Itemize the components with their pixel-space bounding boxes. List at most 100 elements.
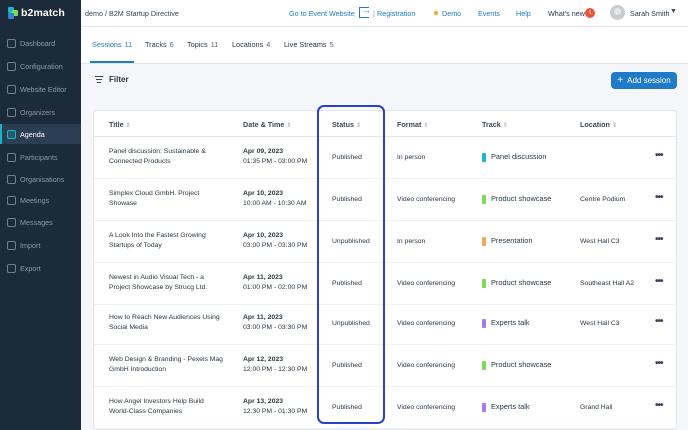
whats-new-badge: 1 bbox=[585, 8, 595, 18]
tab-count: 11 bbox=[124, 40, 133, 49]
sidebar-item-label: Website Editor bbox=[20, 84, 67, 94]
table-row[interactable]: How Angel Investors Help Build World-Cla… bbox=[94, 387, 676, 429]
track-label: Presentation bbox=[491, 236, 533, 245]
tab-tracks[interactable]: Tracks 6 bbox=[145, 40, 174, 49]
sidebar-item-configuration[interactable]: Configuration bbox=[0, 56, 81, 76]
session-date: Apr 10, 2023 bbox=[243, 232, 284, 239]
session-format: Video conferencing bbox=[397, 404, 456, 411]
building-icon bbox=[7, 174, 16, 184]
table-row[interactable]: Simplex Cloud GmbH. Project Showase Apr 1… bbox=[94, 179, 676, 221]
sidebar-item-participants[interactable]: Participants bbox=[0, 147, 81, 167]
track-label: Product showcase bbox=[491, 278, 552, 287]
enter-icon[interactable] bbox=[359, 5, 371, 18]
table-row[interactable]: A Look Into the Fastest Growing Startups… bbox=[94, 221, 676, 263]
sidebar-item-organisations[interactable]: Organisations bbox=[0, 169, 81, 189]
track-label: Experts talk bbox=[491, 318, 530, 327]
sort-icon[interactable]: ⇕ bbox=[125, 123, 131, 129]
sidebar-item-agenda[interactable]: Agenda bbox=[0, 124, 81, 144]
sidebar: b2match Dashboard Configuration Website Ed… bbox=[0, 0, 81, 430]
session-format: Video conferencing bbox=[397, 196, 456, 203]
sidebar-item-organizers[interactable]: Organizers bbox=[0, 102, 81, 122]
table-row[interactable]: How to Reach New Audiences Using Social … bbox=[94, 303, 676, 345]
column-header-track[interactable]: Track ⇕ bbox=[482, 120, 508, 129]
column-header-date-time[interactable]: Date & Time ⇕ bbox=[243, 120, 291, 129]
more-options-icon[interactable]: ••• bbox=[655, 150, 663, 161]
more-options-icon[interactable]: ••• bbox=[655, 192, 663, 203]
demo-link[interactable]: Demo bbox=[442, 9, 462, 18]
sort-icon[interactable]: ⇕ bbox=[502, 123, 508, 129]
help-link[interactable]: Help bbox=[516, 9, 531, 18]
registration-link[interactable]: Registration bbox=[377, 9, 416, 18]
sidebar-item-export[interactable]: Export bbox=[0, 258, 81, 278]
session-time: 01:35 PM - 03:00 PM bbox=[243, 158, 308, 165]
session-time: 12:30 PM - 01:30 PM bbox=[243, 408, 308, 415]
table-row[interactable]: Panel discussion: Sustainable & Connecte… bbox=[94, 137, 676, 179]
session-status: Published bbox=[332, 196, 362, 203]
more-options-icon[interactable]: ••• bbox=[655, 400, 663, 411]
sidebar-item-dashboard[interactable]: Dashboard bbox=[0, 33, 81, 53]
table-row[interactable]: Newest in Audio Visual Tech - a Project … bbox=[94, 263, 676, 305]
session-title[interactable]: Panel discussion: Sustainable & Connecte… bbox=[109, 148, 206, 165]
session-format: Video conferencing bbox=[397, 362, 456, 369]
session-format: In person bbox=[397, 238, 426, 245]
avatar[interactable] bbox=[610, 5, 625, 20]
sort-icon[interactable]: ⇕ bbox=[286, 123, 292, 129]
session-title[interactable]: Simplex Cloud GmbH. Project Showase bbox=[109, 190, 200, 207]
column-header-status[interactable]: Status ⇕ bbox=[332, 120, 361, 129]
session-track: Presentation bbox=[482, 236, 533, 246]
tab-topics[interactable]: Topics 11 bbox=[187, 40, 218, 49]
sidebar-item-meetings[interactable]: Meetings bbox=[0, 190, 81, 210]
sidebar-item-import[interactable]: Import bbox=[0, 235, 81, 255]
session-track: Experts talk bbox=[482, 402, 530, 412]
breadcrumb[interactable]: demo / B2M Startup Directive bbox=[85, 9, 179, 18]
tab-label: Live Streams bbox=[284, 40, 327, 49]
b2match-logo-icon bbox=[8, 7, 18, 19]
session-date-time: Apr 09, 2023 01:35 PM - 03:00 PM bbox=[243, 147, 307, 167]
sort-icon[interactable]: ⇕ bbox=[355, 123, 361, 129]
session-title[interactable]: A Look Into the Fastest Growing Startups… bbox=[109, 232, 206, 249]
tab-live-streams[interactable]: Live Streams 5 bbox=[284, 40, 334, 49]
column-header-location[interactable]: Location ⇕ bbox=[580, 120, 617, 129]
session-title[interactable]: How to Reach New Audiences Using Social … bbox=[109, 314, 220, 331]
track-label: Product showcase bbox=[491, 360, 552, 369]
sidebar-item-label: Dashboard bbox=[20, 38, 56, 48]
events-link[interactable]: Events bbox=[478, 9, 500, 18]
whats-new-link[interactable]: What's new bbox=[548, 9, 585, 18]
session-status: Published bbox=[332, 280, 362, 287]
more-options-icon[interactable]: ••• bbox=[655, 358, 663, 369]
session-title[interactable]: Web Design & Branding - Pexels Mag GmbH … bbox=[109, 356, 223, 373]
tab-locations[interactable]: Locations 4 bbox=[232, 40, 270, 49]
column-header-format[interactable]: Format ⇕ bbox=[397, 120, 428, 129]
sidebar-item-label: Participants bbox=[20, 152, 58, 162]
tab-sessions[interactable]: Sessions 11 bbox=[92, 40, 132, 49]
column-header-title[interactable]: Title ⇕ bbox=[109, 120, 131, 129]
more-options-icon[interactable]: ••• bbox=[655, 276, 663, 287]
track-color-marker bbox=[482, 236, 486, 246]
add-session-button[interactable]: + Add session bbox=[611, 72, 677, 89]
user-name[interactable]: Sarah Smith bbox=[630, 9, 670, 18]
more-options-icon[interactable]: ••• bbox=[655, 316, 663, 327]
session-time: 03:00 PM - 03:30 PM bbox=[243, 324, 308, 331]
table-row[interactable]: Web Design & Branding - Pexels Mag GmbH … bbox=[94, 345, 676, 387]
session-title[interactable]: Newest in Audio Visual Tech - a Project … bbox=[109, 274, 208, 291]
gear-icon bbox=[7, 61, 16, 71]
sidebar-item-messages[interactable]: Messages bbox=[0, 212, 81, 232]
session-format: Video conferencing bbox=[397, 280, 456, 287]
session-title[interactable]: How Angel Investors Help Build World-Cla… bbox=[109, 398, 204, 415]
chevron-down-icon[interactable]: ▼ bbox=[670, 8, 677, 15]
status-column-highlight bbox=[317, 105, 385, 424]
calendar-icon bbox=[7, 129, 16, 139]
sessions-table: Title ⇕ Date & Time ⇕ Status ⇕ Format ⇕ Track ⇕ Lo… bbox=[93, 110, 677, 430]
sort-icon[interactable]: ⇕ bbox=[423, 123, 429, 129]
sidebar-item-label: Organisations bbox=[20, 174, 65, 184]
brand-logo[interactable]: b2match bbox=[8, 7, 65, 19]
session-date: Apr 09, 2023 bbox=[243, 148, 284, 155]
filter-button[interactable]: Filter bbox=[95, 75, 129, 84]
session-location: Grand Hall bbox=[580, 404, 613, 411]
go-to-event-website-link[interactable]: Go to Event Website bbox=[289, 9, 355, 18]
column-header-label: Status bbox=[332, 120, 354, 129]
track-color-marker bbox=[482, 360, 486, 370]
sidebar-item-website-editor[interactable]: Website Editor bbox=[0, 79, 81, 99]
sort-icon[interactable]: ⇕ bbox=[611, 123, 617, 129]
more-options-icon[interactable]: ••• bbox=[655, 234, 663, 245]
